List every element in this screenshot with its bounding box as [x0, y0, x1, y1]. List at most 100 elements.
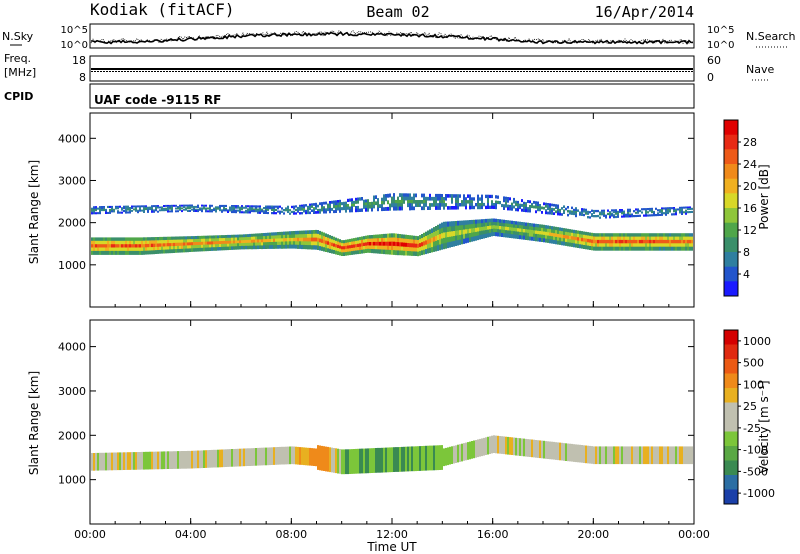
power-cell: [533, 237, 535, 241]
power-cell: [553, 236, 555, 241]
power-cell: [669, 210, 671, 213]
power-cell: [383, 241, 385, 247]
power-cell: [535, 237, 537, 242]
power-cell: [191, 205, 193, 208]
power-cell: [455, 225, 457, 232]
power-cell: [295, 241, 297, 246]
power-cell: [297, 234, 299, 239]
power-cell: [517, 203, 519, 207]
power-cell: [567, 213, 569, 217]
power-cell: [407, 203, 409, 208]
power-cell: [389, 241, 391, 247]
power-cell: [195, 208, 197, 211]
power-cell: [489, 194, 491, 199]
power-cell: [657, 213, 659, 217]
power-cell: [473, 197, 475, 201]
power-cell: [315, 241, 317, 246]
power-cell: [443, 237, 445, 244]
power-cell: [131, 237, 133, 242]
power-cell: [177, 236, 179, 241]
power-cell: [133, 205, 135, 208]
power-cell: [677, 246, 679, 251]
power-cell: [519, 221, 521, 226]
power-cell: [689, 243, 691, 248]
power-cell: [613, 215, 615, 219]
power-cell: [207, 207, 209, 210]
power-cell: [319, 246, 321, 251]
power-cell: [427, 244, 429, 250]
power-cell: [287, 205, 289, 208]
power-cell: [545, 235, 547, 240]
velocity-cell: [651, 446, 653, 465]
power-cell: [557, 204, 559, 208]
power-cell: [337, 244, 339, 249]
noise-panel-frame: [89, 23, 695, 49]
power-cell: [111, 207, 113, 210]
velocity-cell: [677, 446, 679, 465]
power-cell: [415, 235, 417, 241]
power-cell: [359, 208, 361, 212]
power-cell: [231, 243, 233, 247]
power-cell: [521, 228, 523, 233]
power-cell: [535, 203, 537, 207]
power-cell: [509, 207, 511, 211]
power-cell: [651, 209, 653, 212]
power-cell: [477, 203, 479, 207]
power-cell: [247, 237, 249, 241]
power-cell: [531, 226, 533, 231]
power-cell: [401, 234, 403, 239]
power-cell: [349, 198, 351, 202]
power-cell: [521, 208, 523, 212]
power-cell: [369, 245, 371, 250]
power-cell: [193, 207, 195, 210]
power-cell: [305, 234, 307, 239]
power-cell: [319, 238, 321, 243]
velocity-cell: [221, 449, 223, 468]
power-cell: [157, 246, 159, 251]
power-cell: [515, 234, 517, 239]
power-cell: [487, 194, 489, 198]
power-cell: [683, 206, 685, 209]
power-cell: [185, 204, 187, 207]
colorbar-swatch: [724, 237, 738, 253]
power-cell: [103, 244, 105, 249]
power-cell: [265, 207, 267, 210]
power-cell: [541, 234, 543, 239]
power-cell: [105, 210, 107, 213]
power-cell: [459, 220, 461, 226]
power-cell: [105, 247, 107, 252]
power-cell: [495, 205, 497, 210]
power-cell: [419, 200, 421, 204]
power-cell: [139, 240, 141, 245]
power-cell: [355, 208, 357, 213]
power-cell: [137, 240, 139, 245]
velocity-cell: [647, 446, 649, 465]
power-cell: [171, 236, 173, 241]
power-cell: [627, 236, 629, 241]
power-cell: [451, 194, 453, 198]
power-cell: [125, 210, 127, 213]
velocity-cell: [593, 446, 595, 465]
power-cell: [497, 195, 499, 199]
velocity-cell: [305, 447, 307, 466]
power-cell: [265, 242, 267, 246]
power-cell: [131, 247, 133, 252]
power-cell: [625, 233, 627, 238]
power-cell: [559, 210, 561, 214]
velocity-cell: [427, 445, 429, 471]
power-cell: [423, 241, 425, 247]
power-cell: [149, 208, 151, 211]
power-cell: [617, 233, 619, 238]
power-cell: [351, 248, 353, 252]
power-cell: [427, 206, 429, 210]
power-cell: [679, 209, 681, 212]
power-cell: [465, 205, 467, 210]
power-cell: [157, 237, 159, 241]
power-cell: [357, 205, 359, 210]
power-cell: [267, 239, 269, 243]
power-cell: [417, 251, 419, 257]
power-cell: [169, 243, 171, 247]
power-cell: [537, 201, 539, 205]
power-cell: [201, 244, 203, 249]
power-cell: [91, 237, 93, 242]
